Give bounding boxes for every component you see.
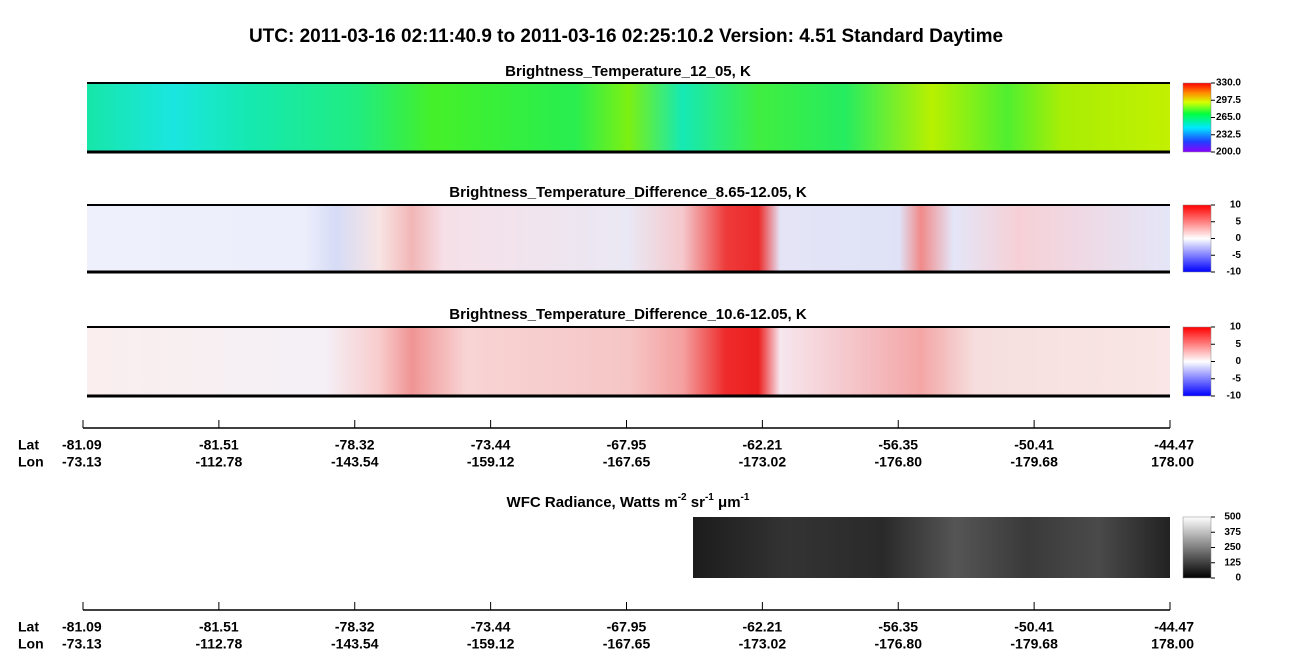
colorbar-tick-label: 5 — [1235, 339, 1241, 350]
colorbar-tick-label: 250 — [1224, 542, 1241, 553]
lat-label: Lat — [18, 619, 39, 635]
lon-tick-label: -179.68 — [1010, 454, 1058, 470]
lon-tick-label: -143.54 — [331, 454, 379, 470]
colorbar-tick-label: 265.0 — [1216, 112, 1241, 123]
colorbar — [1182, 326, 1212, 397]
lon-label: Lon — [18, 636, 44, 652]
colorbar-tick-label: 232.5 — [1216, 129, 1241, 140]
colorbar-tick-label: 375 — [1224, 527, 1241, 538]
lon-tick-label: 178.00 — [1151, 454, 1194, 470]
lon-tick-label: -176.80 — [875, 636, 923, 652]
colorbar-tick-label: 5 — [1235, 216, 1241, 227]
lat-tick-label: -78.32 — [335, 619, 375, 635]
colorbar-tick-label: -5 — [1232, 373, 1241, 384]
title-part: -2 — [678, 492, 687, 503]
lon-tick-label: -112.78 — [196, 636, 243, 652]
figure-title: UTC: 2011-03-16 02:11:40.9 to 2011-03-16… — [249, 26, 1003, 47]
colorbar-tick-label: 200.0 — [1216, 147, 1241, 158]
lat-tick-label: -73.44 — [471, 437, 511, 453]
colorbar-tick-label: 125 — [1224, 557, 1241, 568]
lon-tick-label: -179.68 — [1010, 636, 1058, 652]
colorbar-tick-label: 10 — [1230, 200, 1242, 211]
lon-tick-label: 178.00 — [1151, 636, 1194, 652]
colorbar-tick-label: -10 — [1227, 391, 1242, 402]
lon-label: Lon — [18, 454, 44, 470]
lon-tick-label: -143.54 — [331, 636, 379, 652]
image-plot — [87, 327, 1170, 396]
colorbar — [1182, 82, 1212, 153]
lat-tick-label: -56.35 — [878, 437, 918, 453]
colorbar-tick-label: -10 — [1227, 267, 1242, 278]
title-part: μm — [714, 494, 741, 511]
lon-tick-label: -159.12 — [467, 636, 515, 652]
lat-label: Lat — [18, 437, 39, 453]
panel-title: Brightness_Temperature_Difference_10.6-1… — [449, 306, 807, 323]
lon-tick-label: -176.80 — [875, 454, 923, 470]
image-plot — [87, 205, 1170, 272]
lon-tick-label: -167.65 — [603, 636, 651, 652]
panel-title: Brightness_Temperature_12_05, K — [505, 63, 751, 80]
colorbar-tick-label: 10 — [1230, 322, 1242, 333]
colorbar-tick-label: 297.5 — [1216, 95, 1241, 106]
title-part: -1 — [705, 492, 714, 503]
lon-tick-label: -73.13 — [62, 454, 102, 470]
lon-tick-label: -112.78 — [196, 454, 243, 470]
colorbar-tick-label: 500 — [1224, 512, 1241, 523]
lat-tick-label: -73.44 — [471, 619, 511, 635]
lat-tick-label: -67.95 — [607, 437, 647, 453]
lon-tick-label: -167.65 — [603, 454, 651, 470]
lat-tick-label: -50.41 — [1014, 619, 1054, 635]
lat-tick-label: -50.41 — [1014, 437, 1054, 453]
image-plot — [693, 517, 1170, 578]
lat-tick-label: -78.32 — [335, 437, 375, 453]
colorbar — [1182, 516, 1212, 579]
title-part: sr — [687, 494, 706, 511]
lat-tick-label: -81.09 — [62, 619, 102, 635]
lat-tick-label: -56.35 — [878, 619, 918, 635]
lat-tick-label: -81.51 — [199, 437, 239, 453]
lat-tick-label: -44.47 — [1154, 619, 1194, 635]
title-part: WFC Radiance, Watts m — [507, 494, 678, 511]
lon-tick-label: -159.12 — [467, 454, 515, 470]
lon-tick-label: -173.02 — [739, 636, 787, 652]
colorbar-tick-label: 330.0 — [1216, 78, 1241, 89]
lat-tick-label: -81.51 — [199, 619, 239, 635]
panel-title: WFC Radiance, Watts m-2 sr-1 μm-1 — [507, 492, 750, 511]
colorbar-tick-label: 0 — [1235, 233, 1241, 244]
colorbar — [1182, 204, 1212, 273]
lon-tick-label: -73.13 — [62, 636, 102, 652]
colorbar-tick-label: 0 — [1235, 356, 1241, 367]
lon-tick-label: -173.02 — [739, 454, 787, 470]
lat-tick-label: -81.09 — [62, 437, 102, 453]
title-part: -1 — [741, 492, 750, 503]
panel-title: Brightness_Temperature_Difference_8.65-1… — [449, 184, 807, 201]
lat-tick-label: -62.21 — [743, 619, 783, 635]
lat-tick-label: -67.95 — [607, 619, 647, 635]
lat-tick-label: -62.21 — [743, 437, 783, 453]
colorbar-tick-label: 0 — [1235, 573, 1241, 584]
image-plot — [87, 83, 1170, 152]
colorbar-tick-label: -5 — [1232, 250, 1241, 261]
lat-tick-label: -44.47 — [1154, 437, 1194, 453]
